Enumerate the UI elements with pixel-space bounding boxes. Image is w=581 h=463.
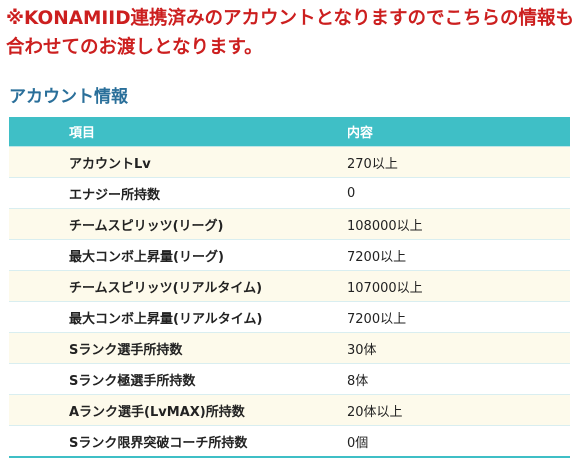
column-header-value: 内容 [335, 117, 570, 147]
row-value: 0 [335, 177, 570, 209]
row-value: 8体 [335, 363, 570, 395]
row-label: 最大コンボ上昇量(リアルタイム) [9, 301, 335, 333]
row-value: 7200以上 [335, 239, 570, 271]
row-label: チームスピリッツ(リーグ) [9, 208, 335, 240]
row-label: チームスピリッツ(リアルタイム) [9, 270, 335, 302]
table-row: Sランク選手所持数 30体 [9, 332, 570, 364]
row-label: エナジー所持数 [9, 177, 335, 209]
account-info-table: 項目 内容 アカウントLv 270以上 エナジー所持数 0 チームスピリッツ(リ… [9, 117, 570, 458]
row-value: 20体以上 [335, 394, 570, 426]
row-label: Sランク極選手所持数 [9, 363, 335, 395]
row-label: Aランク選手(LvMAX)所持数 [9, 394, 335, 426]
row-value: 270以上 [335, 146, 570, 178]
row-value: 0個 [335, 425, 570, 458]
notice-message: ※KONAMIID連携済みのアカウントとなりますのでこちらの情報も合わせてのお渡… [6, 8, 574, 58]
row-label: Sランク限界突破コーチ所持数 [9, 425, 335, 458]
table-header-row: 項目 内容 [9, 117, 570, 147]
row-value: 107000以上 [335, 270, 570, 302]
table-row: 最大コンボ上昇量(リーグ) 7200以上 [9, 239, 570, 271]
table-row: チームスピリッツ(リアルタイム) 107000以上 [9, 270, 570, 302]
table-row: Sランク限界突破コーチ所持数 0個 [9, 425, 570, 458]
table-row: エナジー所持数 0 [9, 177, 570, 209]
row-value: 108000以上 [335, 208, 570, 240]
table-row: Aランク選手(LvMAX)所持数 20体以上 [9, 394, 570, 426]
row-label: アカウントLv [9, 146, 335, 178]
row-label: Sランク選手所持数 [9, 332, 335, 364]
column-header-item: 項目 [9, 117, 335, 147]
table-row: チームスピリッツ(リーグ) 108000以上 [9, 208, 570, 240]
table-row: Sランク極選手所持数 8体 [9, 363, 570, 395]
row-value: 30体 [335, 332, 570, 364]
row-value: 7200以上 [335, 301, 570, 333]
table-row: アカウントLv 270以上 [9, 146, 570, 178]
section-title: アカウント情報 [9, 87, 128, 107]
table-row: 最大コンボ上昇量(リアルタイム) 7200以上 [9, 301, 570, 333]
row-label: 最大コンボ上昇量(リーグ) [9, 239, 335, 271]
